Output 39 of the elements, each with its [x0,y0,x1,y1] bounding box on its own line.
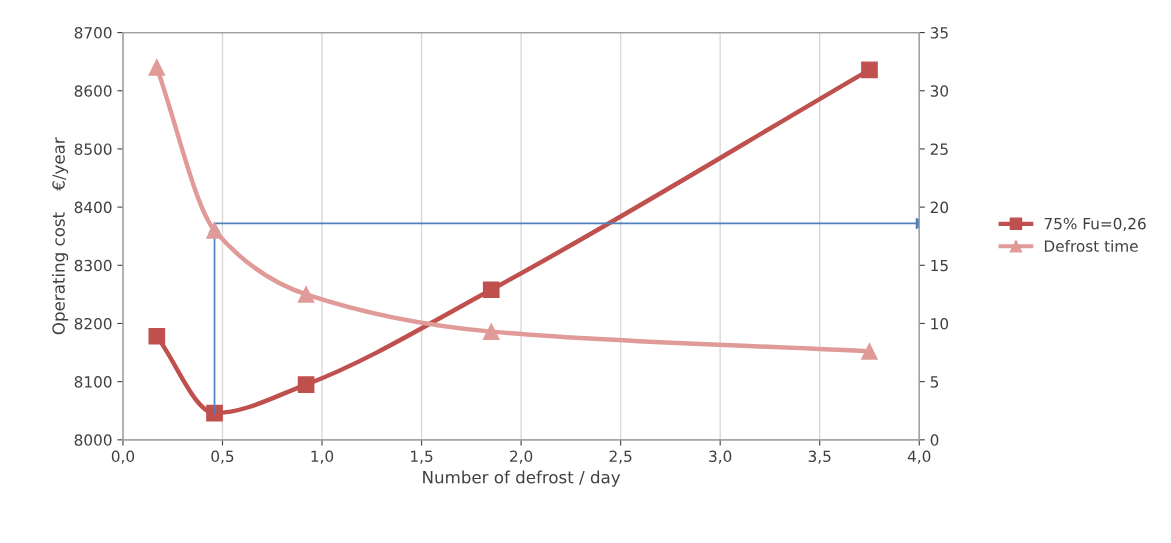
y2-tick-label: 25 [930,143,948,155]
x-tick-label: 2,5 [609,450,632,464]
y2-tick-label: 5 [930,376,939,388]
legend-label: Defrost time [1044,240,1138,252]
x-tick-label: 1,5 [411,450,433,464]
x-tick-label: 2,0 [510,450,533,464]
y-tick-label: 8300 [74,259,112,272]
y-tick-label: 8400 [74,201,112,214]
y2-tick-label: 15 [931,259,948,272]
y2-tick-label: 20 [930,201,949,214]
point [148,327,166,345]
point [861,343,878,360]
x-tick-label: 1,0 [311,450,334,464]
x-tick-label: 3,0 [709,450,732,464]
legend-label: 75% Fu=0,26 [1044,217,1146,231]
x-tick-label: 4,0 [907,450,931,464]
x-tick-label: 0,5 [211,450,234,464]
y-tick-label: 8200 [74,317,112,330]
y-tick-label: 8100 [74,376,112,388]
y-tick-label: 8500 [74,143,112,155]
point [482,281,500,299]
point [206,222,223,239]
y-axis-title: Operating cost €/year [51,137,69,335]
point [206,404,223,422]
point [148,59,166,76]
x-axis-title: Number of defrost / day [423,470,621,487]
point [482,323,500,340]
point [297,286,315,303]
y2-tick-label: 0 [930,434,939,446]
y-tick-label: 8000 [74,434,112,446]
y-tick-label: 8700 [74,27,112,39]
point [297,376,315,393]
y2-tick-label: 30 [930,85,949,97]
x-tick-label: 3,5 [808,450,831,464]
point [861,61,878,79]
x-tick-label: 0,0 [111,450,135,464]
y2-tick-label: 35 [930,27,948,39]
y2-tick-label: 10 [931,317,949,330]
y-tick-label: 8600 [74,85,112,97]
